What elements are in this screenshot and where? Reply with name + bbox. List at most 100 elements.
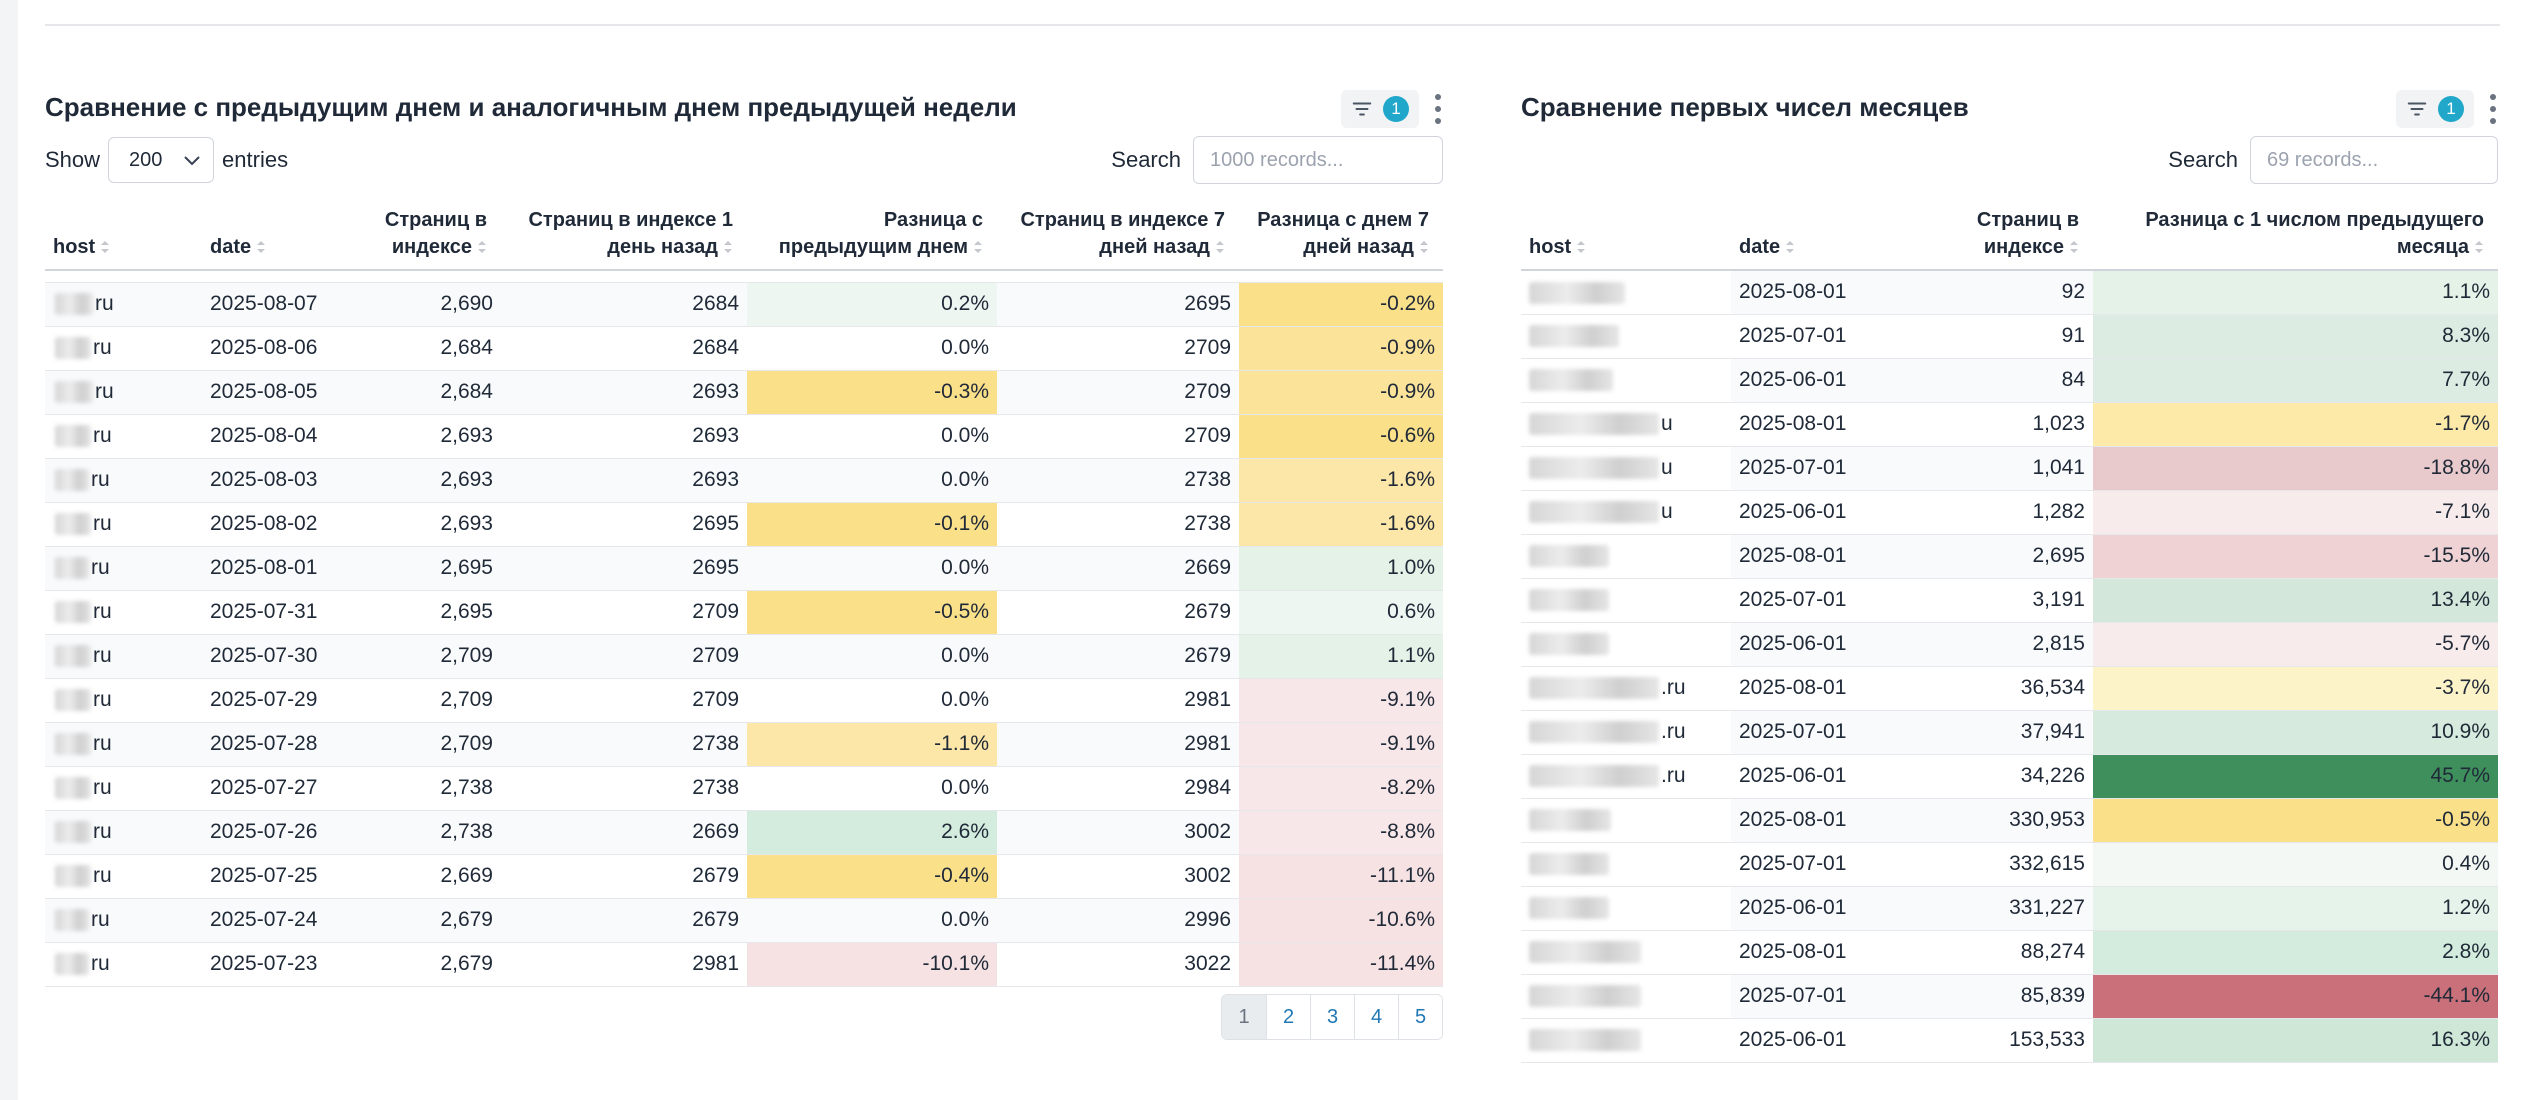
table-controls: Search [1521, 136, 2498, 184]
diff-month-cell: 2.8% [2093, 930, 2498, 975]
column-header-diff-month[interactable]: Разница с 1 числом предыдущего месяца [2093, 202, 2498, 271]
host-cell [1521, 798, 1731, 843]
pages-1d-cell: 2709 [501, 634, 747, 679]
redacted-host [1529, 369, 1613, 392]
date-cell: 2025-08-01 [202, 546, 371, 591]
host-cell [1521, 622, 1731, 667]
diff-month-cell: -7.1% [2093, 490, 2498, 535]
pages-1d-cell: 2684 [501, 326, 747, 371]
redacted-host [55, 557, 89, 580]
pages-cell: 2,669 [371, 854, 501, 899]
page-button-3[interactable]: 3 [1310, 995, 1354, 1039]
host-suffix: .ru [1661, 676, 1686, 699]
column-header-host[interactable]: host [1521, 202, 1731, 271]
date-cell: 2025-06-01 [1731, 490, 1943, 535]
redacted-host [55, 513, 91, 536]
date-cell: 2025-07-27 [202, 766, 371, 811]
host-cell: ru [45, 722, 202, 767]
diff-month-cell: -5.7% [2093, 622, 2498, 667]
sort-icon [1577, 241, 1586, 253]
host-cell: ru [45, 766, 202, 811]
host-cell: u [1521, 446, 1731, 491]
table-row: 2025-08-01 2,695 -15.5% [1521, 534, 2498, 579]
redacted-host [55, 469, 89, 492]
diff-1d-cell: -0.5% [747, 590, 997, 635]
date-cell: 2025-06-01 [1731, 1018, 1943, 1063]
page-button-2[interactable]: 2 [1266, 995, 1310, 1039]
table-row: ru 2025-07-29 2,709 2709 0.0% 2981 -9.1% [45, 678, 1443, 723]
diff-1d-cell: 0.0% [747, 766, 997, 811]
page-size-select[interactable]: 200 [108, 137, 215, 183]
column-header-date[interactable]: date [1731, 202, 1943, 271]
diff-7d-cell: -8.8% [1239, 810, 1443, 855]
panel-tools: 1 [2396, 90, 2498, 128]
column-header-pages-7d[interactable]: Страниц в индексе 7 дней назад [997, 202, 1239, 271]
date-cell: 2025-08-01 [1731, 798, 1943, 843]
host-suffix: ru [93, 732, 112, 755]
pages-7d-cell: 3022 [997, 942, 1239, 987]
table-row: 2025-06-01 2,815 -5.7% [1521, 622, 2498, 667]
page-size-group: Show 200 entries [45, 136, 288, 184]
page-button-1[interactable]: 1 [1222, 995, 1266, 1039]
host-cell: ru [45, 414, 202, 459]
pages-1d-cell: 2693 [501, 414, 747, 459]
diff-7d-cell: -11.4% [1239, 942, 1443, 987]
redacted-host [55, 337, 91, 360]
host-suffix: ru [91, 952, 110, 975]
filter-icon [2407, 102, 2427, 116]
more-options-icon[interactable] [1433, 94, 1443, 124]
redacted-host [55, 953, 89, 976]
search-input[interactable] [1193, 136, 1443, 184]
column-header-diff-7d[interactable]: Разница с днем 7 дней назад [1239, 202, 1443, 271]
host-cell: u [1521, 402, 1731, 447]
column-header-host[interactable]: host [45, 202, 202, 271]
host-cell: ru [45, 546, 202, 591]
diff-7d-cell: -11.1% [1239, 854, 1443, 899]
diff-month-cell: -44.1% [2093, 974, 2498, 1019]
column-header-pages[interactable]: Страниц в индексе [1943, 202, 2093, 271]
column-header-date[interactable]: date [202, 202, 371, 271]
host-cell [1521, 578, 1731, 623]
table-row: ru 2025-07-24 2,679 2679 0.0% 2996 -10.6% [45, 898, 1443, 943]
column-header-pages-1d[interactable]: Страниц в индексе 1 день назад [501, 202, 747, 271]
host-cell: ru [45, 810, 202, 855]
table-row: ru 2025-08-03 2,693 2693 0.0% 2738 -1.6% [45, 458, 1443, 503]
table-row: 2025-07-01 3,191 13.4% [1521, 578, 2498, 623]
host-cell: ru [45, 282, 202, 327]
page-button-5[interactable]: 5 [1398, 995, 1442, 1039]
diff-1d-cell: -10.1% [747, 942, 997, 987]
pages-7d-cell: 2709 [997, 370, 1239, 415]
pages-cell: 2,695 [371, 590, 501, 635]
filter-button[interactable]: 1 [2396, 90, 2474, 128]
date-cell: 2025-07-28 [202, 722, 371, 767]
host-suffix: ru [95, 292, 114, 315]
filter-button[interactable]: 1 [1341, 90, 1419, 128]
host-cell: ru [45, 590, 202, 635]
pages-cell: 2,709 [371, 634, 501, 679]
table-row: 2025-08-01 330,953 -0.5% [1521, 798, 2498, 843]
redacted-host [1529, 457, 1659, 480]
redacted-host [55, 821, 91, 844]
host-suffix: ru [93, 336, 112, 359]
table-row: ru 2025-07-23 2,679 2981 -10.1% 3022 -11.4% [45, 942, 1443, 987]
diff-7d-cell: -0.2% [1239, 282, 1443, 327]
table-row: ru 2025-07-25 2,669 2679 -0.4% 3002 -11.1% [45, 854, 1443, 899]
column-header-pages[interactable]: Страниц в индексе [371, 202, 501, 271]
diff-1d-cell: 2.6% [747, 810, 997, 855]
diff-month-cell: -3.7% [2093, 666, 2498, 711]
date-cell: 2025-07-01 [1731, 446, 1943, 491]
search-input[interactable] [2250, 136, 2498, 184]
diff-7d-cell: -10.6% [1239, 898, 1443, 943]
sort-icon [101, 241, 110, 253]
table-row: 2025-07-01 332,615 0.4% [1521, 842, 2498, 887]
date-cell: 2025-06-01 [1731, 886, 1943, 931]
date-cell: 2025-08-06 [202, 326, 371, 371]
pages-cell: 2,695 [371, 546, 501, 591]
more-options-icon[interactable] [2488, 94, 2498, 124]
pages-7d-cell: 2709 [997, 326, 1239, 371]
pages-cell: 2,738 [371, 810, 501, 855]
diff-month-cell: -15.5% [2093, 534, 2498, 579]
page-button-4[interactable]: 4 [1354, 995, 1398, 1039]
pages-1d-cell: 2981 [501, 942, 747, 987]
column-header-diff-1d[interactable]: Разница с предыдущим днем [747, 202, 997, 271]
